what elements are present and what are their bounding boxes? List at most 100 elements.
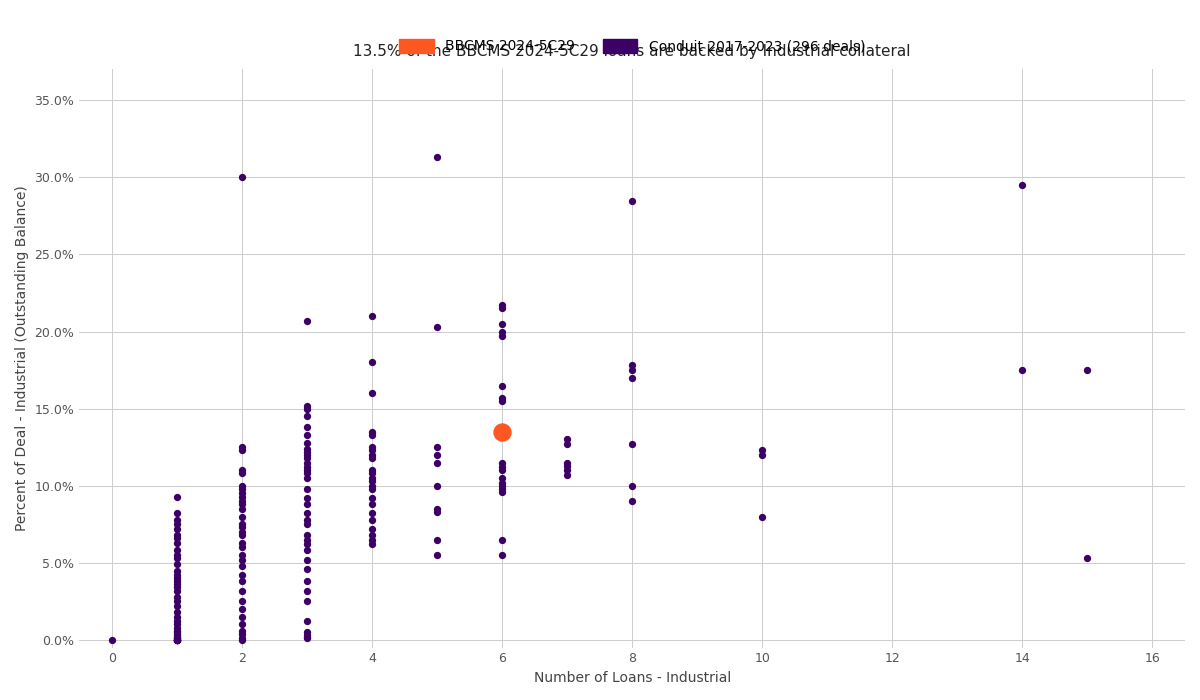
Point — [427, 534, 446, 545]
Point — [167, 634, 186, 645]
Point — [362, 452, 382, 463]
Point — [167, 611, 186, 622]
Point — [492, 486, 511, 498]
Point — [492, 318, 511, 330]
Point — [167, 626, 186, 638]
Point — [362, 524, 382, 535]
Point — [233, 570, 252, 581]
Point — [362, 311, 382, 322]
Point — [167, 533, 186, 544]
Point — [298, 616, 317, 627]
Point — [362, 492, 382, 503]
Point — [298, 564, 317, 575]
Point — [1078, 552, 1097, 564]
Point — [298, 465, 317, 476]
Point — [233, 633, 252, 644]
Point — [298, 421, 317, 433]
Point — [298, 411, 317, 422]
Point — [298, 626, 317, 638]
Point — [233, 560, 252, 571]
Point — [623, 365, 642, 376]
Point — [362, 473, 382, 484]
Title: 13.5% of the BBCMS 2024-5C29 loans are backed by Industrial collateral: 13.5% of the BBCMS 2024-5C29 loans are b… — [353, 43, 911, 59]
Point — [427, 449, 446, 461]
Point — [233, 537, 252, 548]
Point — [298, 443, 317, 454]
Point — [623, 372, 642, 384]
Point — [233, 488, 252, 499]
Point — [233, 550, 252, 561]
Point — [492, 330, 511, 342]
Point — [362, 426, 382, 438]
Point — [167, 634, 186, 645]
Point — [298, 446, 317, 457]
Point — [233, 596, 252, 607]
Point — [167, 570, 186, 581]
Point — [167, 529, 186, 540]
Point — [233, 619, 252, 630]
Point — [492, 465, 511, 476]
Point — [1013, 365, 1032, 376]
Point — [167, 619, 186, 630]
Point — [233, 603, 252, 615]
Point — [298, 585, 317, 596]
Point — [492, 473, 511, 484]
Point — [167, 601, 186, 612]
Point — [298, 403, 317, 414]
Point — [492, 380, 511, 391]
Point — [167, 514, 186, 525]
Point — [298, 400, 317, 411]
Point — [752, 511, 772, 522]
Point — [492, 534, 511, 545]
Point — [167, 579, 186, 590]
Point — [233, 503, 252, 514]
Point — [298, 498, 317, 510]
Point — [167, 634, 186, 645]
Point — [167, 622, 186, 633]
Point — [298, 449, 317, 461]
Point — [167, 491, 186, 502]
Point — [167, 565, 186, 576]
Point — [298, 575, 317, 587]
Point — [492, 426, 511, 438]
Point — [298, 461, 317, 472]
Point — [492, 480, 511, 491]
Y-axis label: Percent of Deal - Industrial (Outstanding Balance): Percent of Deal - Industrial (Outstandin… — [14, 186, 29, 531]
Point — [298, 514, 317, 525]
Point — [362, 429, 382, 440]
Point — [167, 633, 186, 644]
Point — [233, 519, 252, 530]
Point — [558, 460, 577, 471]
Point — [233, 529, 252, 540]
Point — [362, 388, 382, 399]
Point — [298, 452, 317, 463]
Point — [362, 442, 382, 453]
Point — [167, 585, 186, 596]
Point — [427, 152, 446, 163]
Point — [233, 480, 252, 491]
Point — [167, 634, 186, 645]
Point — [298, 429, 317, 440]
Point — [362, 483, 382, 494]
Point — [233, 483, 252, 494]
Point — [362, 539, 382, 550]
Point — [427, 480, 446, 491]
Point — [167, 633, 186, 644]
Point — [167, 634, 186, 645]
Point — [167, 628, 186, 639]
Point — [167, 596, 186, 607]
Point — [233, 172, 252, 183]
Point — [167, 606, 186, 617]
Point — [492, 300, 511, 311]
Point — [233, 444, 252, 456]
Point — [298, 631, 317, 643]
Point — [298, 545, 317, 556]
Point — [233, 526, 252, 538]
Point — [427, 442, 446, 453]
Point — [167, 625, 186, 636]
Point — [1078, 365, 1097, 376]
Point — [233, 542, 252, 553]
Point — [362, 475, 382, 486]
Point — [362, 357, 382, 368]
Point — [233, 585, 252, 596]
